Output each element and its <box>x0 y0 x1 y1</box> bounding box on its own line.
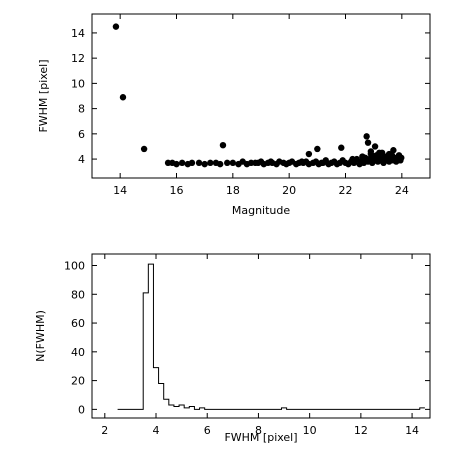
scatter-y-axis-label: FWHM [pixel] <box>37 59 50 132</box>
histogram-y-axis-label: N(FWHM) <box>34 310 47 362</box>
scatter-y-tick-label-0: 4 <box>78 153 85 166</box>
histogram-y-tick-label-1: 20 <box>71 375 85 388</box>
histogram-x-tick-label-3: 8 <box>255 424 262 437</box>
scatter-point-5 <box>305 150 313 158</box>
scatter-point-11 <box>390 147 397 154</box>
scatter-x-axis-label: Magnitude <box>232 204 291 217</box>
scatter-point-91 <box>398 154 405 162</box>
histogram-x-tick-label-0: 2 <box>101 424 108 437</box>
scatter-point-99 <box>349 155 356 163</box>
histogram-x-axis-label: FWHM [pixel] <box>224 431 297 444</box>
histogram-x-tick-label-6: 14 <box>405 424 419 437</box>
scatter-point-0 <box>112 23 120 30</box>
scatter-point-22 <box>201 160 208 168</box>
histogram-y-tick-label-4: 80 <box>71 288 85 301</box>
histogram-x-ticks: 2 4 6 8 10 12 14 <box>101 254 419 437</box>
scatter-x-tick-label-4: 22 <box>339 184 353 197</box>
scatter-point-25 <box>216 160 224 168</box>
scatter-point-7 <box>363 133 370 140</box>
scatter-point-3 <box>219 142 227 149</box>
scatter-x-tick-label-5: 24 <box>395 184 409 197</box>
scatter-point-94 <box>376 149 383 156</box>
scatter-y-ticks: 4 6 8 10 12 14 <box>71 27 430 166</box>
scatter-panel: 14 16 18 20 22 24 4 6 8 10 12 14 Magnitude FWHM [p… <box>37 13 431 217</box>
scatter-y-tick-label-4: 12 <box>71 52 85 65</box>
scatter-point-17 <box>173 160 180 168</box>
histogram-y-tick-label-5: 100 <box>64 260 85 273</box>
histogram-panel: 2 4 6 8 10 12 14 0 20 40 60 80 100 FWHM [pixel] N(F… <box>34 253 431 444</box>
scatter-point-97 <box>267 158 275 165</box>
scatter-x-tick-label-1: 16 <box>170 184 184 197</box>
scatter-point-21 <box>195 159 203 167</box>
scatter-point-4 <box>314 145 321 153</box>
scatter-point-9 <box>371 143 379 150</box>
scatter-y-tick-label-1: 6 <box>78 128 85 141</box>
scatter-point-92 <box>359 153 366 160</box>
scatter-y-tick-label-2: 8 <box>78 103 85 116</box>
scatter-point-18 <box>178 159 186 167</box>
scatter-point-93 <box>367 150 375 158</box>
scatter-point-96 <box>298 158 306 165</box>
scatter-y-tick-label-5: 14 <box>71 27 85 40</box>
histogram-y-tick-label-2: 40 <box>71 346 85 359</box>
scatter-point-1 <box>119 94 127 101</box>
histogram-y-tick-label-3: 60 <box>71 317 85 330</box>
scatter-point-6 <box>338 144 345 151</box>
scatter-point-8 <box>364 139 372 146</box>
scatter-point-27 <box>229 159 237 167</box>
scatter-point-23 <box>207 159 214 167</box>
histogram-plot-frame <box>91 253 431 419</box>
scatter-point-20 <box>188 159 196 167</box>
scatter-y-tick-label-3: 10 <box>71 77 85 90</box>
scatter-points <box>112 23 405 168</box>
scatter-point-98 <box>254 159 262 167</box>
scatter-x-tick-label-0: 14 <box>113 184 127 197</box>
scatter-x-tick-label-3: 20 <box>282 184 296 197</box>
histogram-x-tick-label-2: 6 <box>204 424 211 437</box>
scatter-point-95 <box>319 159 327 167</box>
histogram-y-tick-label-0: 0 <box>78 403 85 416</box>
histogram-y-ticks: 0 20 40 60 80 100 <box>64 260 430 416</box>
scatter-point-26 <box>224 159 231 167</box>
histogram-x-tick-label-5: 12 <box>354 424 368 437</box>
histogram-x-tick-label-1: 4 <box>153 424 160 437</box>
scatter-x-ticks: 14 16 18 20 22 24 <box>113 14 409 197</box>
scatter-x-tick-label-2: 18 <box>226 184 240 197</box>
scatter-plot-frame <box>91 13 431 179</box>
histogram-steps <box>117 263 425 410</box>
histogram-x-tick-label-4: 10 <box>303 424 317 437</box>
scatter-point-2 <box>140 145 148 153</box>
